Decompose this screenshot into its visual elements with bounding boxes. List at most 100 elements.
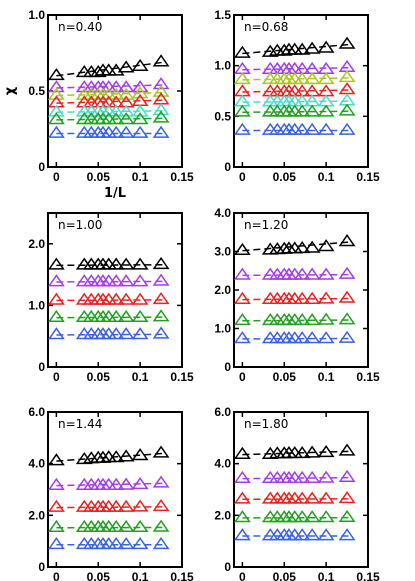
x-tick-label: 0.15 [356,170,380,184]
y-tick-label: 2.0 [214,283,231,297]
y-tick-label: 1.0 [28,298,45,312]
x-tick-label: 0.05 [273,570,297,581]
data-point [75,519,93,533]
fit-line [242,89,352,93]
panel-annotation: n=1.80 [244,417,288,431]
data-point [47,104,65,117]
data-point [75,327,93,340]
x-tick-label: 0.1 [318,370,335,384]
panel-annotation: n=1.20 [244,218,288,232]
x-tick-label: 0.15 [170,370,194,384]
x-tick-label: 0 [239,170,246,184]
data-point [89,64,107,78]
data-point [303,267,321,280]
data-point [117,292,135,305]
fit-line [242,100,352,103]
data-point [107,519,125,533]
data-point [47,453,65,466]
data-point [117,477,135,490]
data-point [117,112,135,125]
data-point [293,331,311,344]
data-point [107,309,125,323]
data-point [293,491,311,504]
x-tick-label: 0.15 [356,370,380,384]
data-point [275,43,293,56]
data-point [261,94,279,107]
data-point [233,61,251,75]
data-point [233,72,251,85]
x-tick-label: 0 [53,370,60,384]
data-point [152,309,170,322]
fit-line [56,117,166,121]
panel-annotation: n=1.44 [58,417,102,431]
series-purple [233,469,356,483]
series-red [47,498,170,512]
data-point [303,491,321,504]
data-point [233,528,251,541]
data-point [338,509,356,522]
data-point [293,291,311,304]
data-point [152,125,170,138]
data-point [117,80,135,93]
series-black [47,445,170,466]
data-point [131,519,149,533]
y-tick-label: 2.0 [28,237,45,251]
data-point [131,80,149,93]
panel-annotation: n=0.68 [244,20,288,34]
data-point [152,54,170,67]
y-tick-label: 0 [224,360,231,374]
data-point [75,125,93,138]
fit-line [242,77,352,81]
data-point [233,291,251,304]
data-point [261,312,279,326]
data-point [107,477,125,490]
data-point [317,40,335,53]
data-point [107,499,125,512]
x-tick-label: 0.1 [132,370,149,384]
data-point [261,61,279,75]
data-point [261,267,279,280]
data-point [107,80,125,93]
data-point [152,519,170,532]
fit-line [56,452,166,462]
data-point [152,256,170,270]
data-point [152,326,170,339]
series-red [233,82,356,97]
x-tick-label: 0.05 [273,170,297,184]
x-tick-label: 0.15 [170,170,194,184]
data-point [338,103,356,116]
fit-line [242,450,352,456]
data-point [117,104,135,117]
data-point [107,112,125,125]
x-tick-label: 0 [239,570,246,581]
data-point [233,491,251,504]
series-black [233,234,356,256]
data-point [131,499,149,512]
data-point [152,498,170,512]
series-cyan [47,102,170,117]
data-point [152,102,170,116]
data-point [131,125,149,138]
fit-line [242,273,352,277]
fit-line [242,498,352,501]
data-point [47,274,65,287]
data-point [338,330,356,343]
fit-line [242,66,352,71]
fit-line [56,316,166,319]
data-point [75,477,93,490]
data-point [117,274,135,287]
data-point [117,449,135,462]
data-point [131,104,149,117]
data-point [117,519,135,533]
y-tick-label: 1.5 [214,8,231,22]
data-point [338,122,356,135]
data-point [117,536,135,550]
data-point [338,36,356,49]
data-point [117,327,135,340]
data-point [47,327,65,340]
y-tick-label: 2.0 [28,508,45,522]
fit-line [56,299,166,302]
data-point [47,519,65,533]
data-point [293,528,311,541]
